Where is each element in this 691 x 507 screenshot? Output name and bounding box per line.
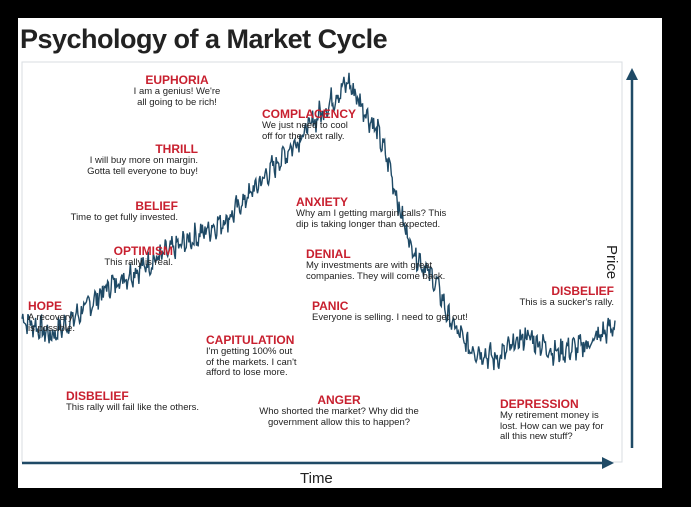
phase-label-complacency: COMPLACENCY We just need to cool off for… xyxy=(262,107,357,142)
x-axis-label: Time xyxy=(300,470,333,487)
phase-label-hope: HOPE A recovery is possible. xyxy=(28,299,75,334)
price-series-line xyxy=(21,72,616,371)
phase-label-capitulation: CAPITULATION I'm getting 100% out of the… xyxy=(206,333,297,378)
phase-label-belief: BELIEF Time to get fully invested. xyxy=(70,199,178,223)
phase-label-anger: ANGER Who shorted the market? Why did th… xyxy=(259,393,419,428)
phase-label-thrill: THRILL I will buy more on margin. Gotta … xyxy=(87,142,198,177)
phase-label-euphoria: EUPHORIA I am a genius! We're all going … xyxy=(133,73,221,108)
phase-label-panic: PANIC Everyone is selling. I need to get… xyxy=(312,299,468,323)
phase-label-depression: DEPRESSION My retirement money is lost. … xyxy=(500,397,604,442)
chart-title: Psychology of a Market Cycle xyxy=(20,24,388,54)
phase-label-denial: DENIAL My investments are with great com… xyxy=(306,247,446,282)
phase-label-optimism: OPTIMISM This rally is real. xyxy=(104,244,173,268)
price-axis-arrowhead xyxy=(626,68,638,80)
y-axis-label: Price xyxy=(603,245,620,280)
phase-label-disbelief-late: DISBELIEF This is a sucker's rally. xyxy=(519,284,614,308)
time-axis-arrowhead xyxy=(602,457,614,469)
phase-label-disbelief-early: DISBELIEF This rally will fail like the … xyxy=(66,389,200,413)
phase-label-anxiety: ANXIETY Why am I getting margin calls? T… xyxy=(296,195,447,230)
